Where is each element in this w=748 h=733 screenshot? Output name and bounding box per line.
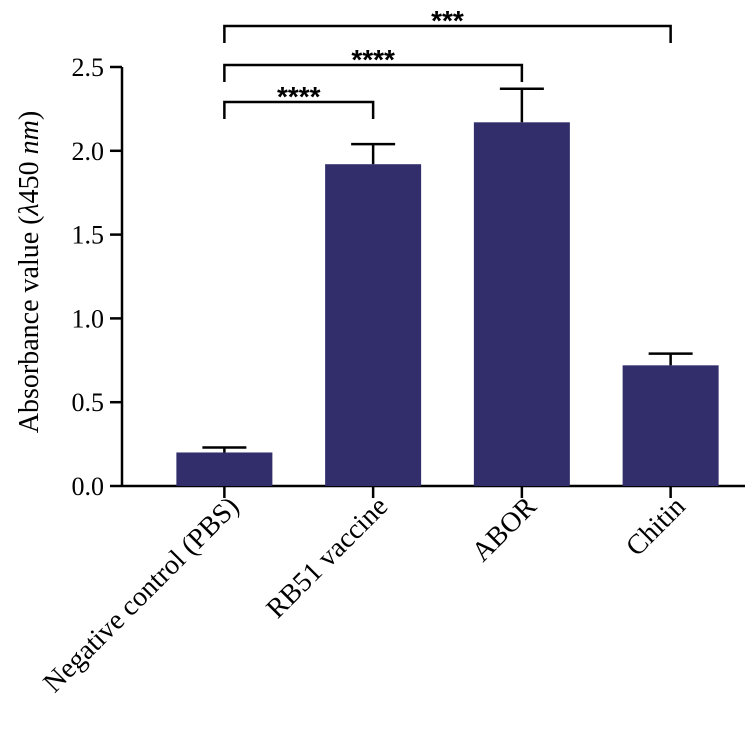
y-axis-label-unit: nm — [14, 120, 45, 154]
y-axis-label-prefix: Absorbance value ( — [14, 216, 45, 434]
y-tick-label: 2.0 — [72, 137, 105, 166]
y-tick-label: 2.5 — [72, 53, 105, 82]
y-axis-label-suffix: ) — [14, 111, 45, 120]
significance-bracket — [223, 24, 672, 43]
y-tick-label: 0.5 — [72, 388, 105, 417]
y-axis: 0.0 0.5 1.0 1.5 2.0 2.5 — [72, 53, 124, 501]
x-tick-label: RB51 vaccine — [261, 491, 395, 625]
bar — [473, 122, 570, 487]
svg-text:Absorbance value (λ450 nm): Absorbance value (λ450 nm) — [14, 111, 45, 433]
bars — [176, 122, 719, 487]
bar — [622, 365, 719, 486]
significance-label: **** — [351, 44, 395, 75]
y-axis-label-lambda: λ — [14, 203, 45, 216]
x-tick-label: ABOR — [466, 491, 543, 568]
bar — [325, 164, 422, 486]
significance-brackets: *********** — [223, 5, 672, 119]
x-tick-label: Negative control (PBS) — [38, 491, 246, 699]
significance-label: **** — [277, 81, 321, 112]
significance-bracket — [223, 100, 375, 119]
significance-bracket — [223, 63, 524, 82]
y-axis-label: Absorbance value (λ450 nm) — [14, 111, 45, 433]
error-bars — [202, 87, 693, 453]
bar — [176, 452, 273, 486]
x-axis: Negative control (PBS) RB51 vaccine ABOR Ch… — [38, 484, 745, 699]
y-tick-label: 0.0 — [72, 472, 105, 501]
y-tick-label: 1.0 — [72, 304, 105, 333]
y-tick-label: 1.5 — [72, 221, 105, 250]
x-tick-label: Chitin — [620, 491, 691, 562]
significance-label: *** — [431, 5, 464, 36]
y-axis-label-wavelength: 450 — [14, 154, 45, 203]
